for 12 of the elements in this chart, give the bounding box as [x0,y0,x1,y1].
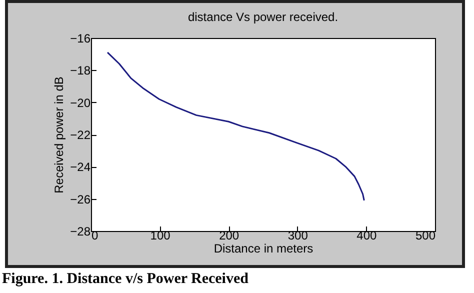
y-tick-label: −26 [70,192,91,206]
x-axis-title: Distance in meters [214,242,314,256]
y-tick-label: −22 [70,128,91,142]
chart-title: distance Vs power received. [188,10,338,24]
text: Figure. 1. Distance v/s Power Received [2,271,248,288]
y-tick-label: −16 [70,32,91,46]
y-tick-label: −20 [70,96,91,110]
y-tick-label: −28 [70,224,91,238]
line-series [106,52,365,202]
y-tick-label: −18 [70,64,91,78]
y-tick-label: −24 [70,160,91,174]
y-axis-title: Received power in dB [52,76,66,194]
